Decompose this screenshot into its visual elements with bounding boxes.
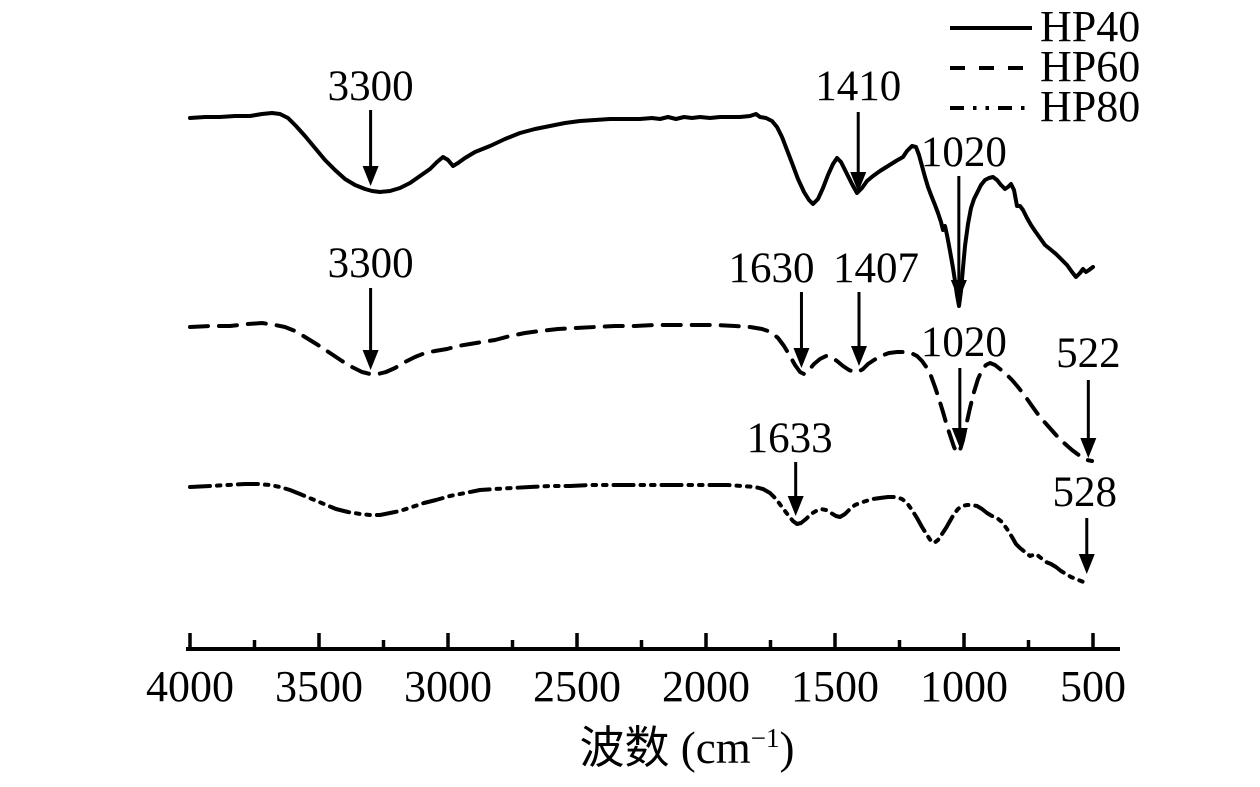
peak-annotation-arrowhead-hp40-3300 xyxy=(362,166,379,186)
peak-annotation-label-hp40-1410: 1410 xyxy=(815,63,901,110)
peak-annotation-label-hp40-3300: 3300 xyxy=(328,63,414,110)
hp80-spectrum-curve xyxy=(188,482,1088,585)
peak-annotation-arrowhead-hp80-1633 xyxy=(787,496,804,516)
x-axis-tick-label: 500 xyxy=(1060,662,1126,711)
x-axis-tick-label: 1500 xyxy=(791,662,879,711)
peak-annotation-label-hp40-1020: 1020 xyxy=(921,129,1007,176)
x-axis-title-close: ) xyxy=(779,723,795,773)
legend-label-hp40: HP40 xyxy=(1040,2,1140,51)
peak-annotation-label-hp60-522: 522 xyxy=(1056,330,1121,377)
x-axis-title-base: 波数 (cm xyxy=(579,723,751,773)
peak-annotation-arrowhead-hp40-1020 xyxy=(950,280,967,300)
peak-annotation-label-hp60-1020: 1020 xyxy=(921,319,1007,366)
peak-annotation-arrowhead-hp60-1407 xyxy=(850,346,867,366)
peak-annotation-label-hp80-528: 528 xyxy=(1053,469,1118,516)
peak-annotation-label-hp60-3300: 3300 xyxy=(328,240,414,287)
peak-annotation-label-hp80-1633: 1633 xyxy=(747,415,833,462)
legend-label-hp60: HP60 xyxy=(1040,42,1140,91)
peak-annotation-arrowhead-hp60-522 xyxy=(1080,438,1097,458)
peak-annotation-arrowhead-hp60-1020 xyxy=(951,428,968,448)
x-axis-title: 波数 (cm−1) xyxy=(487,722,887,774)
x-axis-tick-label: 2500 xyxy=(533,662,621,711)
peak-annotation-arrowhead-hp60-3300 xyxy=(362,350,379,370)
x-axis-tick-label: 4000 xyxy=(146,662,234,711)
legend-label-hp80: HP80 xyxy=(1040,82,1140,131)
x-axis-tick-label: 2000 xyxy=(662,662,750,711)
peak-annotation-arrowhead-hp40-1410 xyxy=(850,172,867,192)
peak-annotation-label-hp60-1630: 1630 xyxy=(728,245,814,292)
x-axis-tick-label: 1000 xyxy=(920,662,1008,711)
peak-annotation-arrowhead-hp80-528 xyxy=(1078,554,1095,574)
peak-annotation-label-hp60-1407: 1407 xyxy=(833,245,919,292)
hp40-spectrum-curve xyxy=(188,111,1095,308)
x-axis-title-exponent: −1 xyxy=(750,723,780,753)
x-axis-tick-label: 3500 xyxy=(275,662,363,711)
x-axis-tick-label: 3000 xyxy=(404,662,492,711)
peak-annotation-arrowhead-hp60-1630 xyxy=(793,348,810,368)
hp60-spectrum-curve xyxy=(188,321,1094,463)
